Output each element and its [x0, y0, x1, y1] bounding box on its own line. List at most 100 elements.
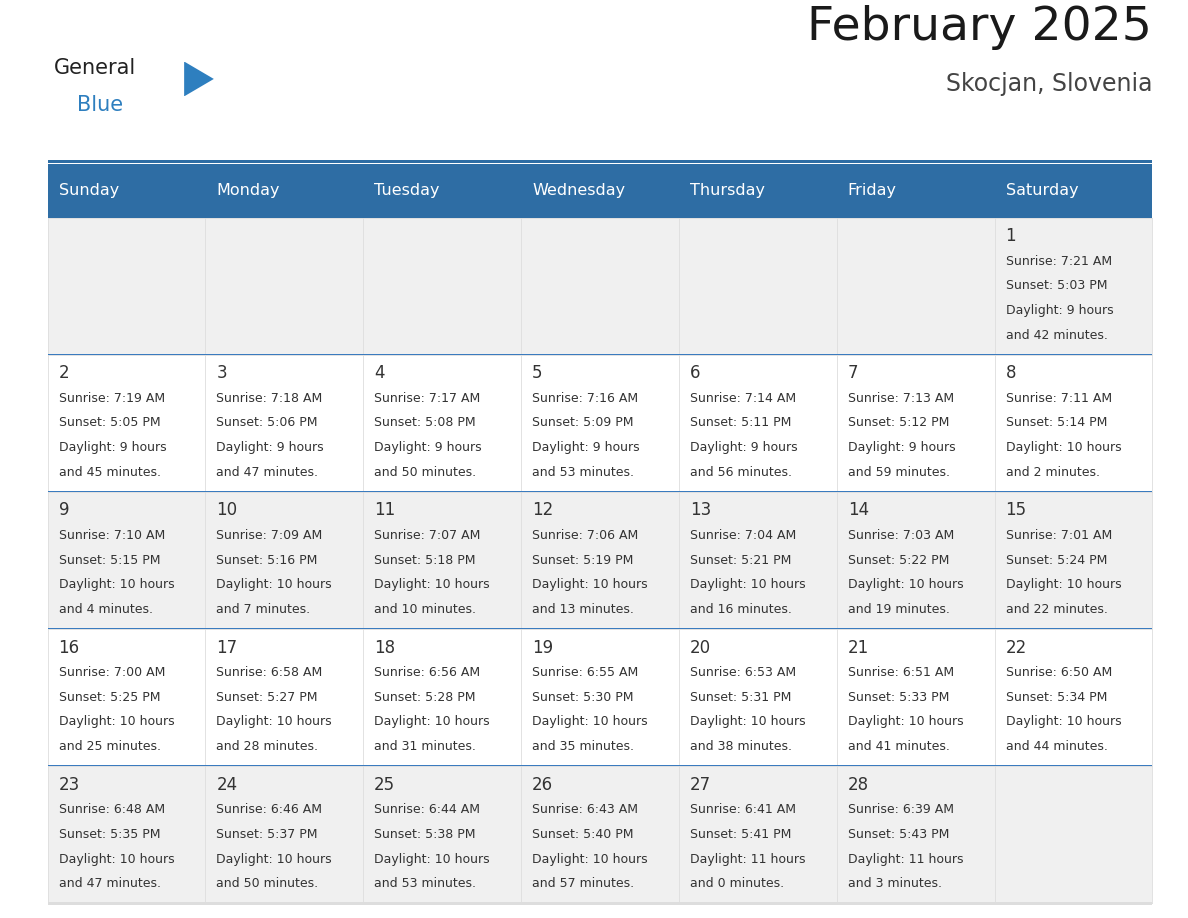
Text: Sunrise: 6:39 AM: Sunrise: 6:39 AM	[848, 803, 954, 816]
Text: and 44 minutes.: and 44 minutes.	[1005, 740, 1107, 753]
Text: Sunrise: 6:41 AM: Sunrise: 6:41 AM	[690, 803, 796, 816]
Text: Daylight: 10 hours: Daylight: 10 hours	[58, 853, 175, 866]
Text: Daylight: 10 hours: Daylight: 10 hours	[1005, 442, 1121, 454]
Text: General: General	[53, 58, 135, 78]
Text: Sunset: 5:24 PM: Sunset: 5:24 PM	[1005, 554, 1107, 566]
Text: and 50 minutes.: and 50 minutes.	[216, 878, 318, 890]
Text: Sunrise: 7:07 AM: Sunrise: 7:07 AM	[374, 529, 481, 542]
Text: Sunset: 5:40 PM: Sunset: 5:40 PM	[532, 828, 633, 841]
Text: Sunrise: 7:21 AM: Sunrise: 7:21 AM	[1005, 254, 1112, 267]
Text: Skocjan, Slovenia: Skocjan, Slovenia	[946, 73, 1152, 96]
Text: Tuesday: Tuesday	[374, 184, 440, 198]
Text: Sunset: 5:11 PM: Sunset: 5:11 PM	[690, 417, 791, 430]
Text: and 28 minutes.: and 28 minutes.	[216, 740, 318, 753]
Text: Sunset: 5:35 PM: Sunset: 5:35 PM	[58, 828, 160, 841]
Text: Sunset: 5:06 PM: Sunset: 5:06 PM	[216, 417, 318, 430]
Text: Sunrise: 7:04 AM: Sunrise: 7:04 AM	[690, 529, 796, 542]
Text: 6: 6	[690, 364, 701, 382]
Text: and 42 minutes.: and 42 minutes.	[1005, 329, 1107, 341]
Text: and 31 minutes.: and 31 minutes.	[374, 740, 476, 753]
Text: Daylight: 10 hours: Daylight: 10 hours	[532, 578, 647, 591]
Text: and 59 minutes.: and 59 minutes.	[848, 465, 949, 479]
Text: Sunset: 5:30 PM: Sunset: 5:30 PM	[532, 690, 633, 704]
Text: Sunrise: 7:17 AM: Sunrise: 7:17 AM	[374, 392, 480, 405]
Text: 10: 10	[216, 501, 238, 520]
Text: Sunset: 5:14 PM: Sunset: 5:14 PM	[1005, 417, 1107, 430]
Text: and 53 minutes.: and 53 minutes.	[532, 465, 634, 479]
Text: Sunrise: 7:19 AM: Sunrise: 7:19 AM	[58, 392, 165, 405]
Text: and 53 minutes.: and 53 minutes.	[374, 878, 476, 890]
Text: Sunset: 5:41 PM: Sunset: 5:41 PM	[690, 828, 791, 841]
Text: and 47 minutes.: and 47 minutes.	[58, 878, 160, 890]
Text: and 45 minutes.: and 45 minutes.	[58, 465, 160, 479]
Text: Sunset: 5:09 PM: Sunset: 5:09 PM	[532, 417, 633, 430]
Text: Daylight: 10 hours: Daylight: 10 hours	[374, 578, 489, 591]
Text: Sunrise: 7:13 AM: Sunrise: 7:13 AM	[848, 392, 954, 405]
Text: and 13 minutes.: and 13 minutes.	[532, 603, 634, 616]
Text: Monday: Monday	[216, 184, 280, 198]
Text: Daylight: 9 hours: Daylight: 9 hours	[848, 442, 955, 454]
Text: Sunrise: 6:44 AM: Sunrise: 6:44 AM	[374, 803, 480, 816]
Text: Sunrise: 6:56 AM: Sunrise: 6:56 AM	[374, 666, 480, 679]
Text: Sunset: 5:08 PM: Sunset: 5:08 PM	[374, 417, 476, 430]
Text: Sunrise: 7:18 AM: Sunrise: 7:18 AM	[216, 392, 323, 405]
Text: 20: 20	[690, 639, 712, 656]
Text: Sunrise: 6:53 AM: Sunrise: 6:53 AM	[690, 666, 796, 679]
Text: Daylight: 10 hours: Daylight: 10 hours	[216, 715, 331, 728]
Text: 11: 11	[374, 501, 396, 520]
Text: Sunrise: 7:10 AM: Sunrise: 7:10 AM	[58, 529, 165, 542]
Text: Sunrise: 7:09 AM: Sunrise: 7:09 AM	[216, 529, 323, 542]
Text: Sunset: 5:21 PM: Sunset: 5:21 PM	[690, 554, 791, 566]
Text: Sunset: 5:34 PM: Sunset: 5:34 PM	[1005, 690, 1107, 704]
Text: Sunset: 5:28 PM: Sunset: 5:28 PM	[374, 690, 475, 704]
Text: and 0 minutes.: and 0 minutes.	[690, 878, 784, 890]
Text: and 4 minutes.: and 4 minutes.	[58, 603, 152, 616]
Text: Daylight: 10 hours: Daylight: 10 hours	[690, 578, 805, 591]
Text: 7: 7	[848, 364, 858, 382]
Text: 17: 17	[216, 639, 238, 656]
Text: Daylight: 10 hours: Daylight: 10 hours	[216, 578, 331, 591]
Text: Sunrise: 7:06 AM: Sunrise: 7:06 AM	[532, 529, 638, 542]
Text: Daylight: 9 hours: Daylight: 9 hours	[532, 442, 639, 454]
Text: Sunrise: 7:14 AM: Sunrise: 7:14 AM	[690, 392, 796, 405]
Text: Blue: Blue	[77, 95, 124, 115]
Text: Saturday: Saturday	[1005, 184, 1079, 198]
Text: Sunday: Sunday	[58, 184, 119, 198]
Text: Sunset: 5:12 PM: Sunset: 5:12 PM	[848, 417, 949, 430]
Text: 21: 21	[848, 639, 868, 656]
Text: and 38 minutes.: and 38 minutes.	[690, 740, 792, 753]
Text: Sunset: 5:22 PM: Sunset: 5:22 PM	[848, 554, 949, 566]
Text: Sunset: 5:18 PM: Sunset: 5:18 PM	[374, 554, 475, 566]
Text: Sunset: 5:19 PM: Sunset: 5:19 PM	[532, 554, 633, 566]
Text: Daylight: 10 hours: Daylight: 10 hours	[532, 715, 647, 728]
Text: Daylight: 10 hours: Daylight: 10 hours	[532, 853, 647, 866]
Text: Daylight: 9 hours: Daylight: 9 hours	[58, 442, 166, 454]
Text: Daylight: 9 hours: Daylight: 9 hours	[1005, 304, 1113, 317]
Text: Sunset: 5:16 PM: Sunset: 5:16 PM	[216, 554, 317, 566]
Text: Friday: Friday	[848, 184, 897, 198]
Text: Sunset: 5:38 PM: Sunset: 5:38 PM	[374, 828, 475, 841]
Text: Sunset: 5:27 PM: Sunset: 5:27 PM	[216, 690, 318, 704]
Text: Daylight: 10 hours: Daylight: 10 hours	[374, 715, 489, 728]
Text: and 22 minutes.: and 22 minutes.	[1005, 603, 1107, 616]
Text: Sunset: 5:15 PM: Sunset: 5:15 PM	[58, 554, 160, 566]
Text: Sunset: 5:43 PM: Sunset: 5:43 PM	[848, 828, 949, 841]
Text: Sunrise: 7:03 AM: Sunrise: 7:03 AM	[848, 529, 954, 542]
Text: 18: 18	[374, 639, 396, 656]
Text: 25: 25	[374, 776, 396, 794]
Text: Daylight: 10 hours: Daylight: 10 hours	[374, 853, 489, 866]
Text: Sunrise: 6:48 AM: Sunrise: 6:48 AM	[58, 803, 165, 816]
Text: 28: 28	[848, 776, 868, 794]
Text: 2: 2	[58, 364, 69, 382]
Text: Sunrise: 7:00 AM: Sunrise: 7:00 AM	[58, 666, 165, 679]
Text: Daylight: 10 hours: Daylight: 10 hours	[1005, 578, 1121, 591]
Text: Sunrise: 7:01 AM: Sunrise: 7:01 AM	[1005, 529, 1112, 542]
Text: 22: 22	[1005, 639, 1026, 656]
Text: 4: 4	[374, 364, 385, 382]
Text: Daylight: 10 hours: Daylight: 10 hours	[58, 578, 175, 591]
Text: 5: 5	[532, 364, 543, 382]
Text: Sunset: 5:37 PM: Sunset: 5:37 PM	[216, 828, 318, 841]
Text: 27: 27	[690, 776, 712, 794]
Text: Sunrise: 6:51 AM: Sunrise: 6:51 AM	[848, 666, 954, 679]
Text: Sunrise: 6:43 AM: Sunrise: 6:43 AM	[532, 803, 638, 816]
